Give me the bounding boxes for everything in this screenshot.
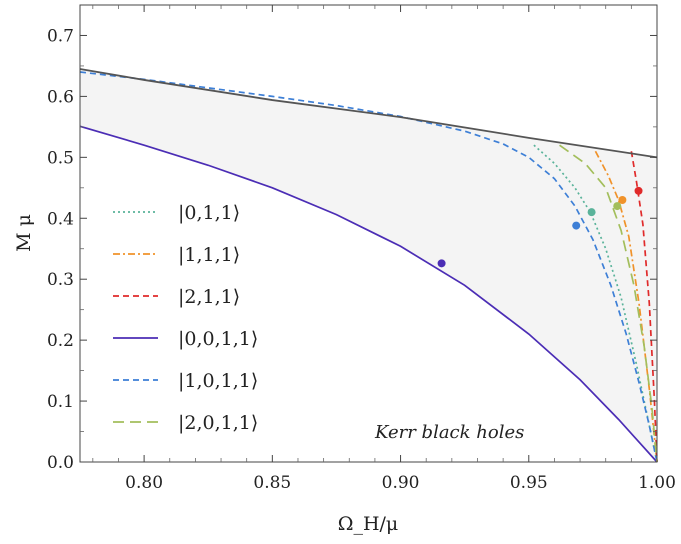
series-line-0 [533,144,658,463]
y-tick-label-7: 0.7 [47,26,74,46]
x-tick-label-2: 0.90 [382,473,420,493]
legend-label-5: |2,0,1,1⟩ [178,412,258,434]
series-layer [79,68,658,463]
plot-frame [79,4,658,463]
x-axis-label: Ω_H/μ [338,513,399,535]
y-tick-label-2: 0.2 [47,331,74,351]
annotation-kerr-black-holes: Kerr black holes [374,422,524,443]
legend-label-0: |0,1,1⟩ [178,202,240,224]
legend-label-2: |2,1,1⟩ [178,286,240,308]
y-tick-label-6: 0.6 [47,87,74,107]
series-marker-3 [437,259,446,268]
legend-label-4: |1,0,1,1⟩ [178,370,258,392]
x-tick-label-1: 0.85 [253,473,291,493]
series-marker-1 [618,195,627,204]
y-axis-label: M μ [13,214,35,252]
legend-label-3: |0,0,1,1⟩ [178,328,258,350]
series-line-6 [79,68,658,159]
series-line-5 [559,144,658,463]
y-tick-label-5: 0.5 [47,148,74,168]
x-tick-label-4: 1.00 [638,473,676,493]
series-marker-0 [587,208,596,217]
series-marker-4 [572,221,581,230]
x-tick-label-3: 0.95 [510,473,548,493]
series-line-1 [594,150,658,463]
legend-label-1: |1,1,1⟩ [178,244,240,266]
series-line-2 [630,151,658,463]
y-tick-label-1: 0.1 [47,392,74,412]
series-line-4 [79,71,658,463]
series-line-3 [79,125,658,463]
ticks-layer: 0.80 0.85 0.90 0.95 1.00 0.0 0.1 0.2 0.3 0.4 0.5 0.… [47,5,676,493]
y-tick-label-0: 0.0 [47,453,74,473]
legend: |0,1,1⟩ |1,1,1⟩ |2,1,1⟩ |0,0,1,1⟩ |1,0,1,1⟩ |… [113,202,258,434]
marker-layer [437,186,643,268]
y-tick-label-4: 0.4 [47,209,74,229]
x-tick-label-0: 0.80 [125,473,163,493]
series-marker-5 [613,202,622,211]
series-marker-2 [634,186,643,195]
kerr-region-area [80,68,657,462]
kerr-region-fill [80,68,657,462]
y-tick-label-3: 0.3 [47,270,74,290]
